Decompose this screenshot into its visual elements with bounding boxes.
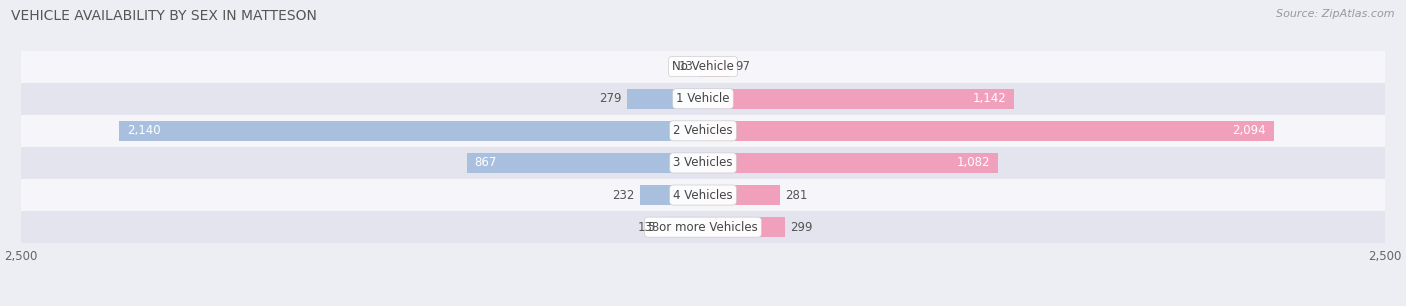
Bar	[21, 147, 1385, 179]
Text: Source: ZipAtlas.com: Source: ZipAtlas.com	[1277, 9, 1395, 19]
Bar	[21, 211, 1385, 243]
Bar	[699, 57, 703, 76]
Text: 4 Vehicles: 4 Vehicles	[673, 188, 733, 202]
Bar	[703, 57, 730, 76]
Bar	[21, 83, 1385, 115]
Bar	[627, 89, 703, 109]
Text: 97: 97	[735, 60, 749, 73]
Bar	[665, 217, 703, 237]
Text: 232: 232	[612, 188, 634, 202]
Text: 138: 138	[638, 221, 659, 234]
Bar	[703, 217, 785, 237]
Text: 299: 299	[790, 221, 813, 234]
Text: 1,142: 1,142	[973, 92, 1007, 105]
Text: 281: 281	[785, 188, 807, 202]
Text: 2 Vehicles: 2 Vehicles	[673, 124, 733, 137]
Bar	[703, 153, 998, 173]
Bar	[21, 115, 1385, 147]
Text: 279: 279	[599, 92, 621, 105]
Bar	[703, 89, 1015, 109]
Text: 1,082: 1,082	[956, 156, 990, 170]
Text: 867: 867	[475, 156, 498, 170]
Bar	[703, 185, 780, 205]
Text: 2,094: 2,094	[1233, 124, 1265, 137]
Text: 1 Vehicle: 1 Vehicle	[676, 92, 730, 105]
Bar	[467, 153, 703, 173]
Bar	[703, 121, 1274, 141]
Bar	[120, 121, 703, 141]
Bar	[21, 179, 1385, 211]
Text: 3 Vehicles: 3 Vehicles	[673, 156, 733, 170]
Text: 5 or more Vehicles: 5 or more Vehicles	[648, 221, 758, 234]
Bar	[21, 50, 1385, 83]
Text: 2,140: 2,140	[128, 124, 162, 137]
Bar	[640, 185, 703, 205]
Text: VEHICLE AVAILABILITY BY SEX IN MATTESON: VEHICLE AVAILABILITY BY SEX IN MATTESON	[11, 9, 318, 23]
Text: No Vehicle: No Vehicle	[672, 60, 734, 73]
Text: 13: 13	[679, 60, 695, 73]
